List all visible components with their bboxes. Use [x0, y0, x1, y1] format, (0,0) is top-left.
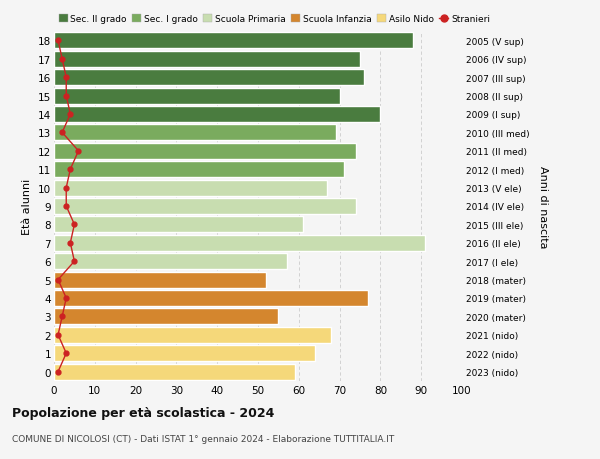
Bar [54, 345, 315, 362]
Bar [54, 235, 425, 252]
Legend: Sec. II grado, Sec. I grado, Scuola Primaria, Scuola Infanzia, Asilo Nido, Stran: Sec. II grado, Sec. I grado, Scuola Prim… [59, 15, 490, 24]
Bar [54, 198, 356, 215]
Bar [54, 88, 340, 105]
Bar [54, 180, 328, 196]
Bar [54, 308, 278, 325]
Y-axis label: Anni di nascita: Anni di nascita [538, 165, 548, 248]
Bar [54, 253, 287, 270]
Bar [54, 162, 344, 178]
Bar [54, 143, 356, 160]
Bar [54, 272, 266, 288]
Bar [54, 106, 380, 123]
Text: COMUNE DI NICOLOSI (CT) - Dati ISTAT 1° gennaio 2024 - Elaborazione TUTTITALIA.I: COMUNE DI NICOLOSI (CT) - Dati ISTAT 1° … [12, 434, 394, 443]
Bar [54, 51, 360, 68]
Bar [54, 217, 303, 233]
Text: Popolazione per età scolastica - 2024: Popolazione per età scolastica - 2024 [12, 406, 274, 419]
Y-axis label: Età alunni: Età alunni [22, 179, 32, 235]
Bar [54, 33, 413, 50]
Bar [54, 327, 331, 343]
Bar [54, 364, 295, 380]
Bar [54, 290, 368, 307]
Bar [54, 125, 335, 141]
Bar [54, 70, 364, 86]
